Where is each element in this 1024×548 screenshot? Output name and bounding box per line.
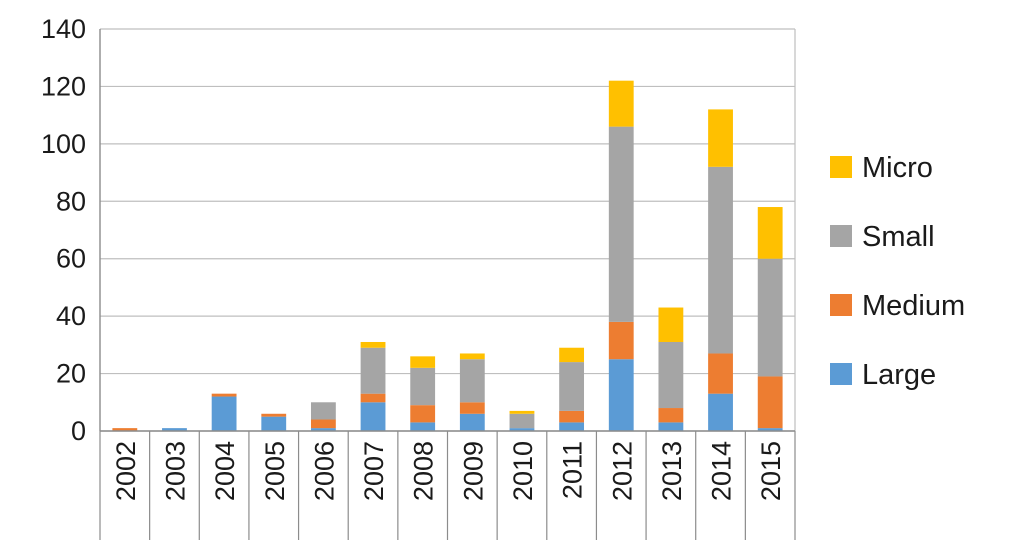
bar-segment-medium-2015 xyxy=(757,376,783,429)
legend-item-small: Small xyxy=(830,221,935,253)
bar-segment-micro-2012 xyxy=(608,80,634,127)
bar-segment-micro-2015 xyxy=(757,207,783,259)
y-tick-label: 120 xyxy=(41,71,86,101)
bar-segment-small-2010 xyxy=(509,413,535,429)
bar-segment-medium-2004 xyxy=(211,393,237,397)
bar-segment-large-2011 xyxy=(559,422,585,431)
bar-segment-micro-2011 xyxy=(559,347,585,363)
x-tick-label: 2003 xyxy=(160,441,190,501)
y-tick-label: 20 xyxy=(56,359,86,389)
legend-label: Small xyxy=(862,221,935,253)
x-tick-label: 2014 xyxy=(707,441,737,501)
legend: Micro Small Medium Large xyxy=(830,152,965,391)
bar-segment-medium-2005 xyxy=(261,413,287,417)
bar-segment-small-2008 xyxy=(410,367,436,406)
bar-segment-medium-2007 xyxy=(360,393,386,403)
x-tick-label: 2008 xyxy=(409,441,439,501)
bar-segment-medium-2006 xyxy=(310,419,336,429)
x-tick-label: 2004 xyxy=(210,441,240,501)
x-tick-label: 2002 xyxy=(111,441,141,501)
bar-segment-micro-2008 xyxy=(410,356,436,368)
bar-segment-large-2013 xyxy=(658,422,684,431)
bar-segment-small-2006 xyxy=(310,402,336,420)
legend-swatch xyxy=(830,294,852,316)
x-tick-label: 2013 xyxy=(657,441,687,501)
bar-segment-large-2010 xyxy=(509,428,535,431)
bar-segment-large-2008 xyxy=(410,422,436,431)
bar-segment-medium-2012 xyxy=(608,321,634,360)
y-tick-label: 140 xyxy=(41,14,86,44)
legend-item-large: Large xyxy=(830,359,936,391)
x-tick-label: 2012 xyxy=(607,441,637,501)
x-tick-label: 2006 xyxy=(309,441,339,501)
legend-swatch xyxy=(830,225,852,247)
bar-segment-large-2005 xyxy=(261,416,287,431)
bar-segment-medium-2008 xyxy=(410,405,436,423)
bar-segment-micro-2013 xyxy=(658,307,684,342)
legend-swatch xyxy=(830,363,852,385)
bar-segment-medium-2013 xyxy=(658,408,684,423)
legend-label: Medium xyxy=(862,290,965,322)
bar-segment-medium-2011 xyxy=(559,410,585,423)
bar-segment-micro-2010 xyxy=(509,410,535,414)
bars xyxy=(112,80,783,431)
bar-segment-medium-2002 xyxy=(112,428,138,431)
y-tick-label: 0 xyxy=(71,416,86,446)
y-tick-label: 100 xyxy=(41,129,86,159)
bar-segment-small-2014 xyxy=(708,166,733,354)
bar-segment-small-2013 xyxy=(658,341,684,409)
bar-segment-large-2003 xyxy=(162,428,187,431)
legend-item-medium: Medium xyxy=(830,290,965,322)
bar-segment-micro-2014 xyxy=(708,109,733,167)
legend-label: Micro xyxy=(862,152,933,184)
legend-label: Large xyxy=(862,359,936,391)
bar-segment-small-2015 xyxy=(757,258,783,377)
bar-segment-small-2011 xyxy=(559,362,585,411)
bar-segment-medium-2009 xyxy=(459,402,485,414)
x-tick-label: 2010 xyxy=(508,441,538,501)
bar-segment-large-2014 xyxy=(708,393,733,431)
bar-segment-large-2012 xyxy=(608,359,634,431)
bar-segment-small-2012 xyxy=(608,126,634,322)
bar-segment-large-2006 xyxy=(310,428,336,431)
axes: 0 20 40 60 80 100 120 140 2002 2003 2004 2005 2006 20… xyxy=(41,14,796,540)
bar-segment-large-2015 xyxy=(757,428,783,431)
bar-segment-small-2007 xyxy=(360,347,386,394)
x-tick-label: 2009 xyxy=(458,441,488,501)
y-tick-label: 60 xyxy=(56,244,86,274)
bar-segment-small-2009 xyxy=(459,359,485,403)
x-tick-label: 2005 xyxy=(260,441,290,501)
bar-segment-large-2007 xyxy=(360,402,386,431)
bar-segment-large-2004 xyxy=(211,396,237,431)
x-tick-label: 2011 xyxy=(558,441,588,499)
y-tick-label: 80 xyxy=(56,186,86,216)
y-tick-label: 40 xyxy=(56,301,86,331)
legend-item-micro: Micro xyxy=(830,152,933,184)
x-tick-label: 2007 xyxy=(359,441,389,501)
bar-segment-large-2009 xyxy=(459,413,485,431)
gridlines xyxy=(100,28,796,432)
legend-swatch xyxy=(830,156,852,178)
x-tick-label: 2015 xyxy=(756,441,786,501)
bar-segment-medium-2014 xyxy=(708,353,733,394)
bar-segment-micro-2009 xyxy=(459,353,485,360)
bar-segment-micro-2007 xyxy=(360,341,386,348)
